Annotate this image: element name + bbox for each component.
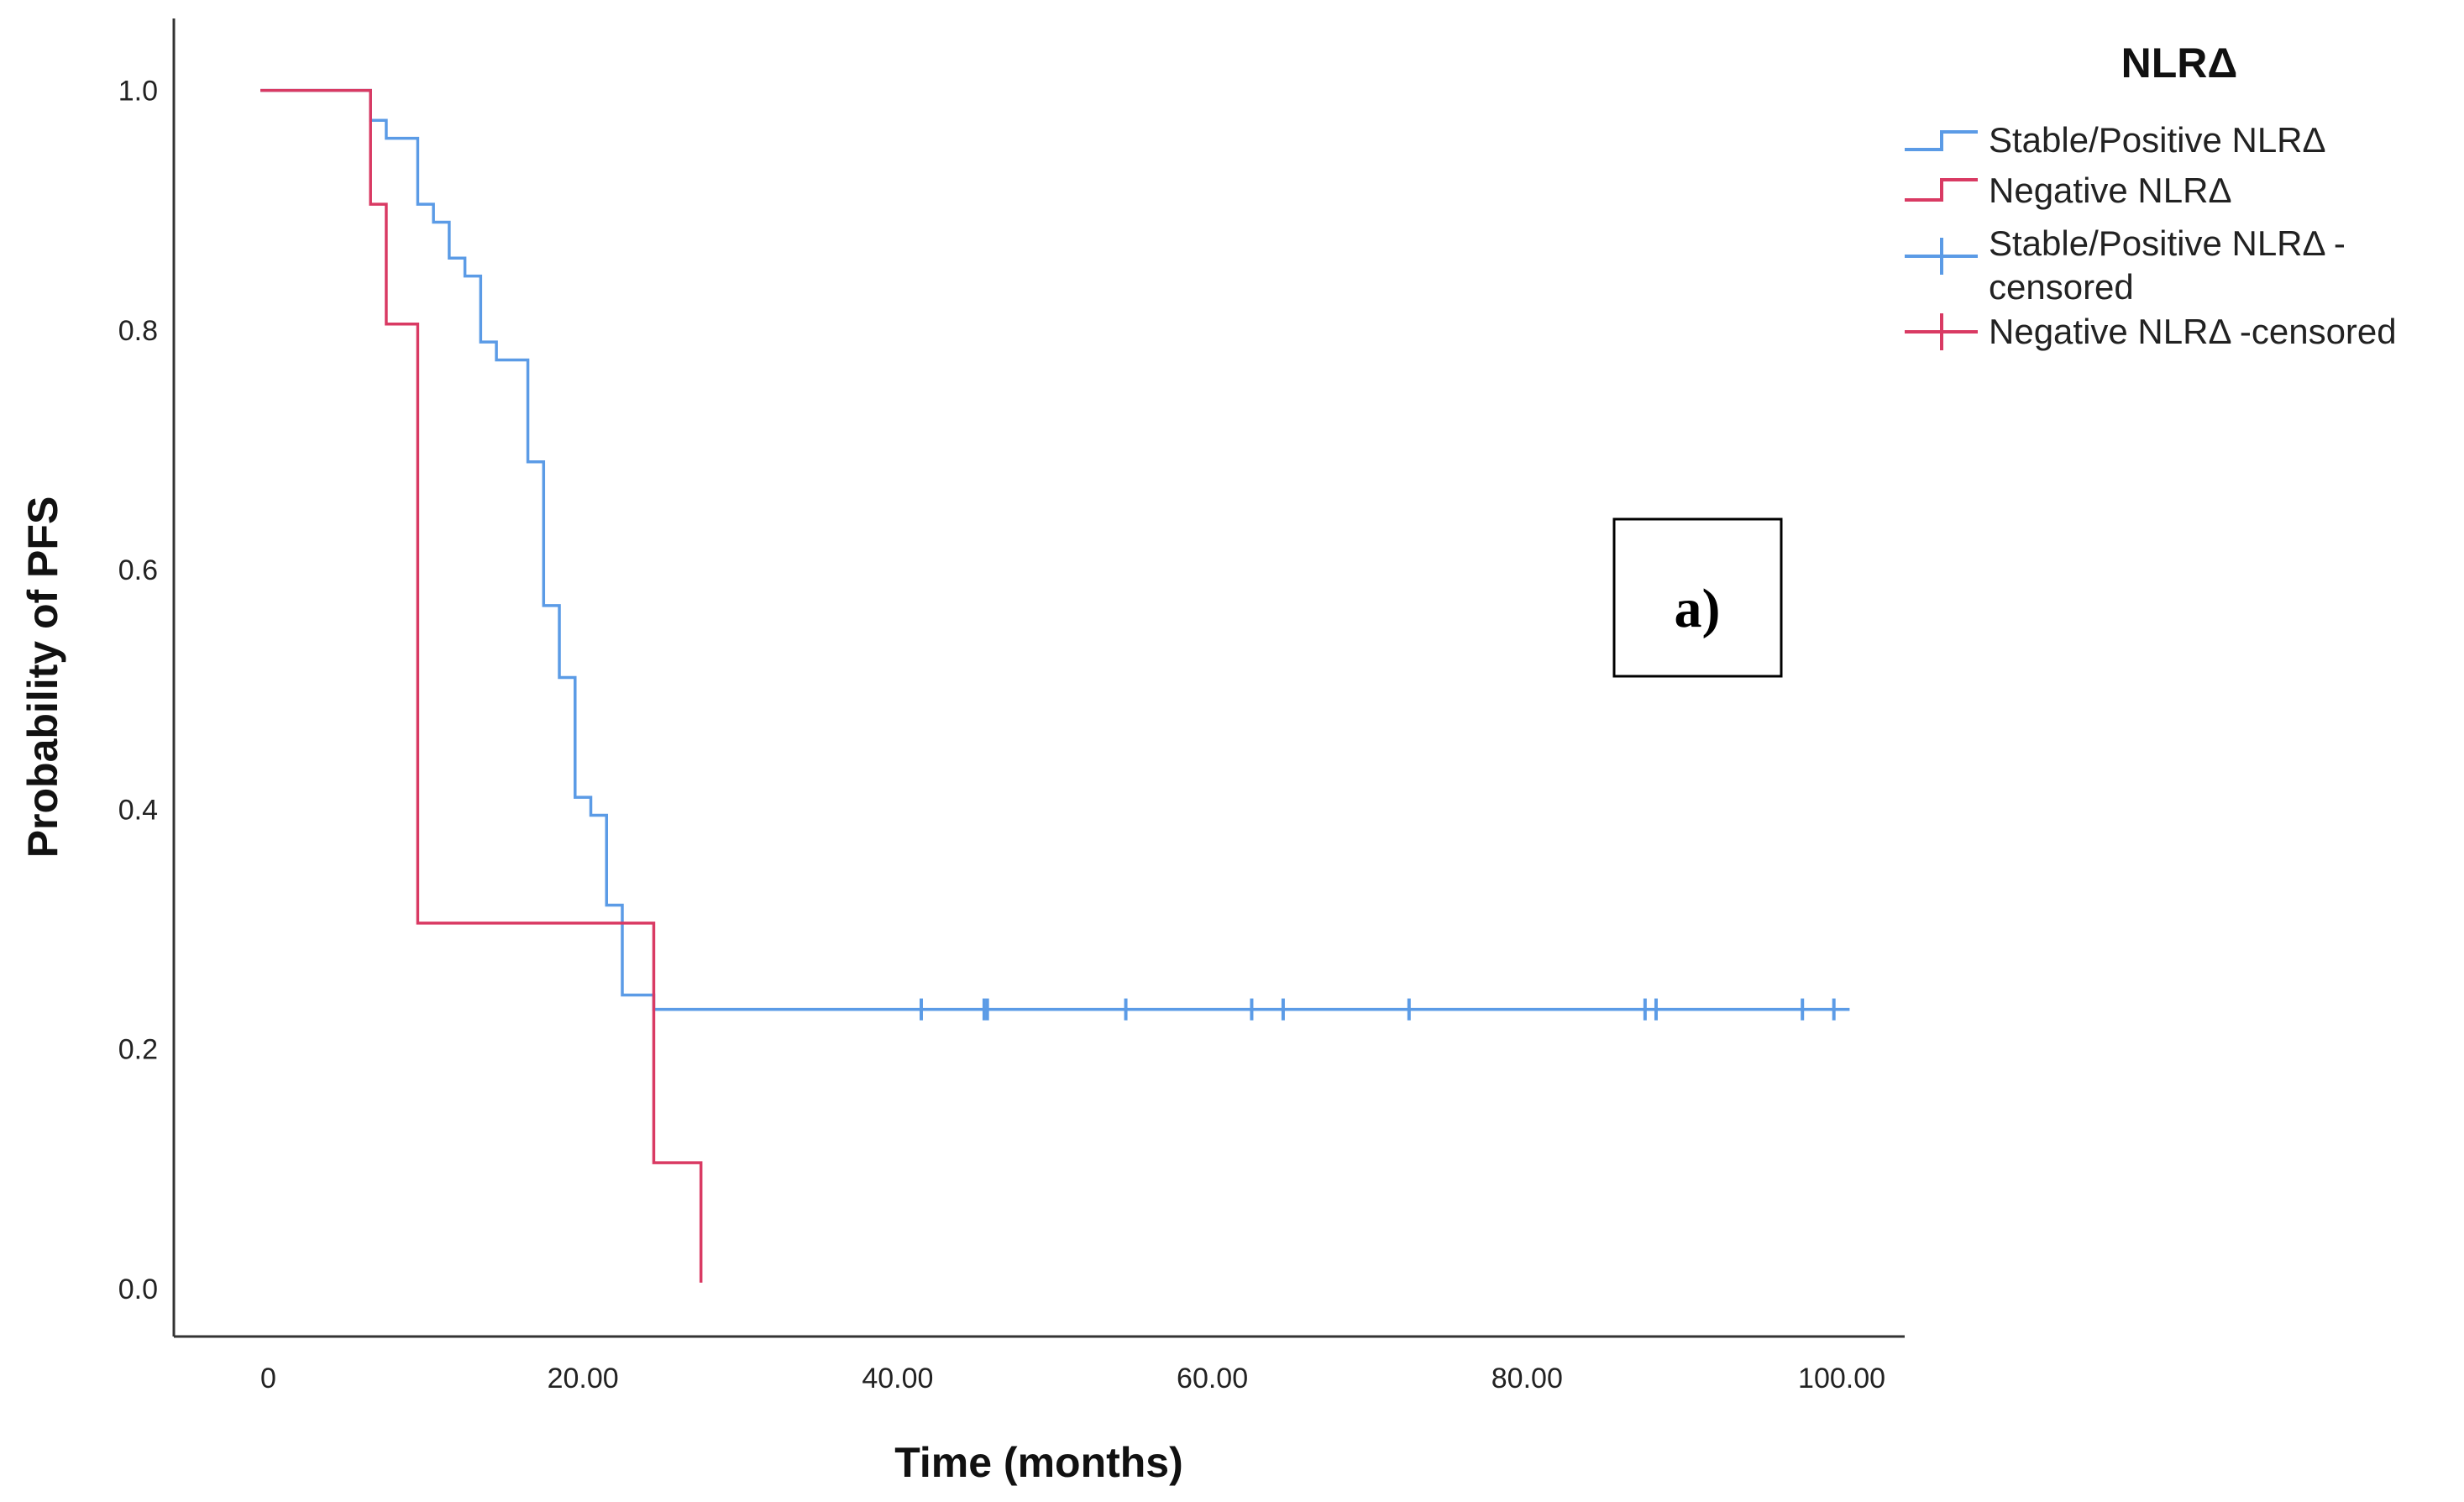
x-tick-label: 20.00 [548,1363,619,1394]
axes [172,18,1905,1338]
legend: NLRΔ Stable/Positive NLRΔ Negative NLRΔ St… [1905,39,2397,351]
legend-item-label: Negative NLRΔ [1989,171,2232,210]
series-line-1 [260,88,703,1283]
legend-symbol-line [1905,178,1978,202]
x-axis-title: Time (months) [894,1439,1183,1486]
y-tick-label: 1.0 [118,76,158,108]
y-tick-label: 0.6 [118,554,158,586]
x-tick-label: 60.00 [1177,1363,1248,1394]
censor-marks [919,998,1836,1021]
x-tick-label: 100.00 [1798,1363,1885,1394]
y-tick-label: 0.2 [118,1034,158,1066]
tick-labels: 0 20.00 40.00 60.00 80.00 100.00 0.0 0.2 0.4 0.6 0… [118,76,1885,1394]
legend-item-label-line2: censored [1989,267,2134,307]
legend-title: NLRΔ [2121,39,2238,87]
legend-item-label: Stable/Positive NLRΔ [1989,120,2326,160]
y-tick-label: 0.0 [118,1274,158,1305]
panel-label: a) [1675,578,1721,639]
x-tick-label: 40.00 [862,1363,933,1394]
y-tick-label: 0.8 [118,315,158,347]
legend-item-label: Stable/Positive NLRΔ - [1989,223,2346,263]
y-tick-label: 0.4 [118,794,158,826]
y-axis-title: Probability of PFS [19,496,66,859]
panel-label-frame [1612,517,1783,678]
series-lines [260,88,1850,1283]
legend-item-label: Negative NLRΔ -censored [1989,312,2397,351]
panel-label-box: a) [1612,517,1783,678]
legend-symbol-line [1905,130,1978,151]
x-tick-label: 80.00 [1492,1363,1563,1394]
series-line-0 [260,88,1850,1011]
x-tick-label: 0 [260,1363,276,1394]
